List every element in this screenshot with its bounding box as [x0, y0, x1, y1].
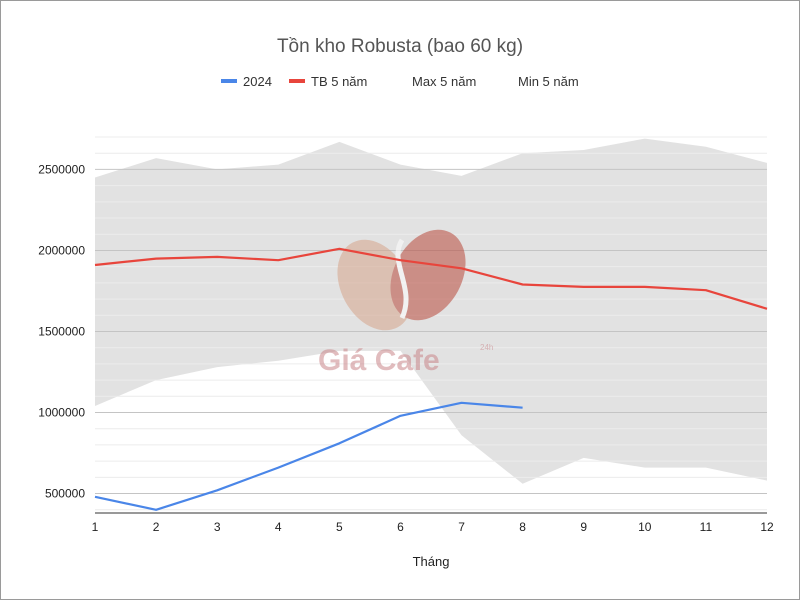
y-tick-label: 2000000: [38, 243, 85, 257]
minor-gridlines: [95, 136, 767, 511]
series-line-2024: [94, 401, 523, 511]
x-tick-label: 10: [638, 520, 652, 534]
y-tick-label: 1000000: [38, 406, 85, 420]
x-axis-label: Tháng: [413, 554, 450, 569]
watermark-logo: Giá Cafe 24h: [318, 229, 493, 377]
chart-title: Tồn kho Robusta (bao 60 kg): [277, 36, 523, 57]
x-tick-label: 7: [458, 520, 465, 534]
legend-label-max: Max 5 năm: [412, 74, 476, 89]
y-tick-label: 2500000: [38, 162, 85, 176]
x-tick-label: 8: [519, 520, 526, 534]
coffee-bean-left-icon: [337, 239, 413, 331]
legend-label-min: Min 5 năm: [518, 74, 579, 89]
x-tick-label: 12: [760, 520, 774, 534]
y-tick-label: 500000: [45, 487, 85, 501]
y-tick-label: 1500000: [38, 324, 85, 338]
legend-swatch-2024: [221, 79, 237, 83]
watermark-text: Giá Cafe: [318, 344, 440, 377]
x-tick-label: 3: [214, 520, 221, 534]
watermark-superscript: 24h: [480, 343, 493, 352]
x-tick-label: 1: [92, 520, 99, 534]
x-tick-label: 5: [336, 520, 343, 534]
bean-crease: [395, 238, 409, 320]
x-tick-label: 2: [153, 520, 160, 534]
coffee-bean-right-icon: [390, 229, 466, 321]
x-tick-label: 9: [580, 520, 587, 534]
legend-label-2024: 2024: [243, 74, 272, 89]
x-axis-tick-labels: 1 2 3 4 5 6 7 8 9 10 11 12: [92, 520, 774, 534]
x-tick-label: 4: [275, 520, 282, 534]
series-line-tb-5-nam: [94, 247, 768, 310]
legend-label-tb: TB 5 năm: [311, 74, 367, 89]
series-lines: [94, 247, 768, 511]
legend-swatch-tb: [289, 79, 305, 83]
legend: 2024 TB 5 năm Max 5 năm Min 5 năm: [221, 74, 579, 89]
x-tick-label: 11: [700, 520, 713, 534]
x-tick-label: 6: [397, 520, 404, 534]
y-axis-tick-labels: 500000 1000000 1500000 2000000 2500000: [38, 162, 85, 500]
